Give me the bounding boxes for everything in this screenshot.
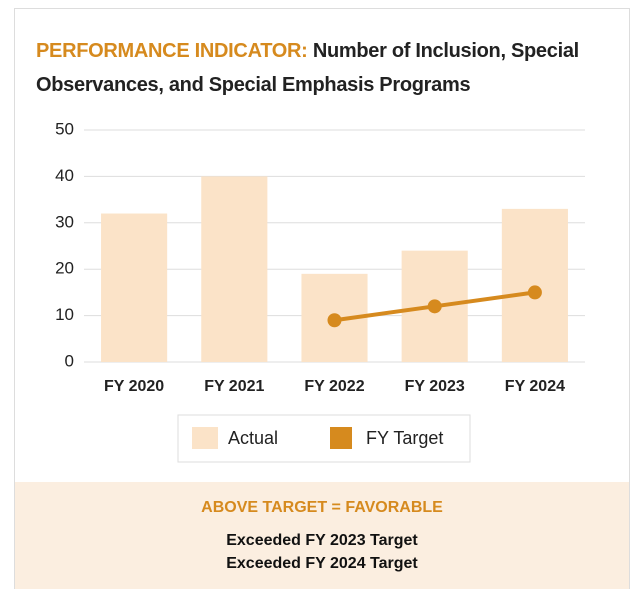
y-tick-label: 0 <box>65 351 74 370</box>
footer-line: Exceeded FY 2023 Target <box>226 532 418 549</box>
legend-swatch <box>192 427 218 449</box>
y-tick-label: 10 <box>55 305 74 324</box>
y-tick-label: 50 <box>55 119 74 138</box>
legend-label: FY Target <box>366 428 443 448</box>
footer: ABOVE TARGET = FAVORABLE Exceeded FY 202… <box>15 482 629 589</box>
y-tick-label: 30 <box>55 212 74 231</box>
chart-title: PERFORMANCE INDICATOR: Number of Inclusi… <box>36 34 626 102</box>
x-tick-label: FY 2021 <box>204 378 264 395</box>
target-point <box>427 299 442 314</box>
bar <box>201 176 268 362</box>
legend-label: Actual <box>228 428 278 448</box>
title-text: Number of Inclusion, Special Observances… <box>36 40 579 96</box>
y-tick-label: 40 <box>55 166 74 185</box>
chart: 0 10 20 30 40 50 FY 2020 FY 2021 FY 2022 FY 2023 F… <box>55 119 585 463</box>
x-tick-label: FY 2024 <box>505 378 565 395</box>
target-point <box>527 285 542 300</box>
footer-heading: ABOVE TARGET = FAVORABLE <box>201 499 443 516</box>
legend-box <box>177 414 471 463</box>
legend-swatch <box>330 427 352 449</box>
target-point <box>327 313 342 328</box>
card <box>14 8 630 589</box>
x-tick-label: FY 2022 <box>304 378 364 395</box>
x-tick-label: FY 2023 <box>405 378 465 395</box>
x-tick-label: FY 2020 <box>104 378 164 395</box>
y-tick-label: 20 <box>55 259 74 278</box>
footer-line: Exceeded FY 2024 Target <box>226 555 418 572</box>
bar <box>101 213 168 362</box>
title-prefix: PERFORMANCE INDICATOR: <box>36 40 308 62</box>
